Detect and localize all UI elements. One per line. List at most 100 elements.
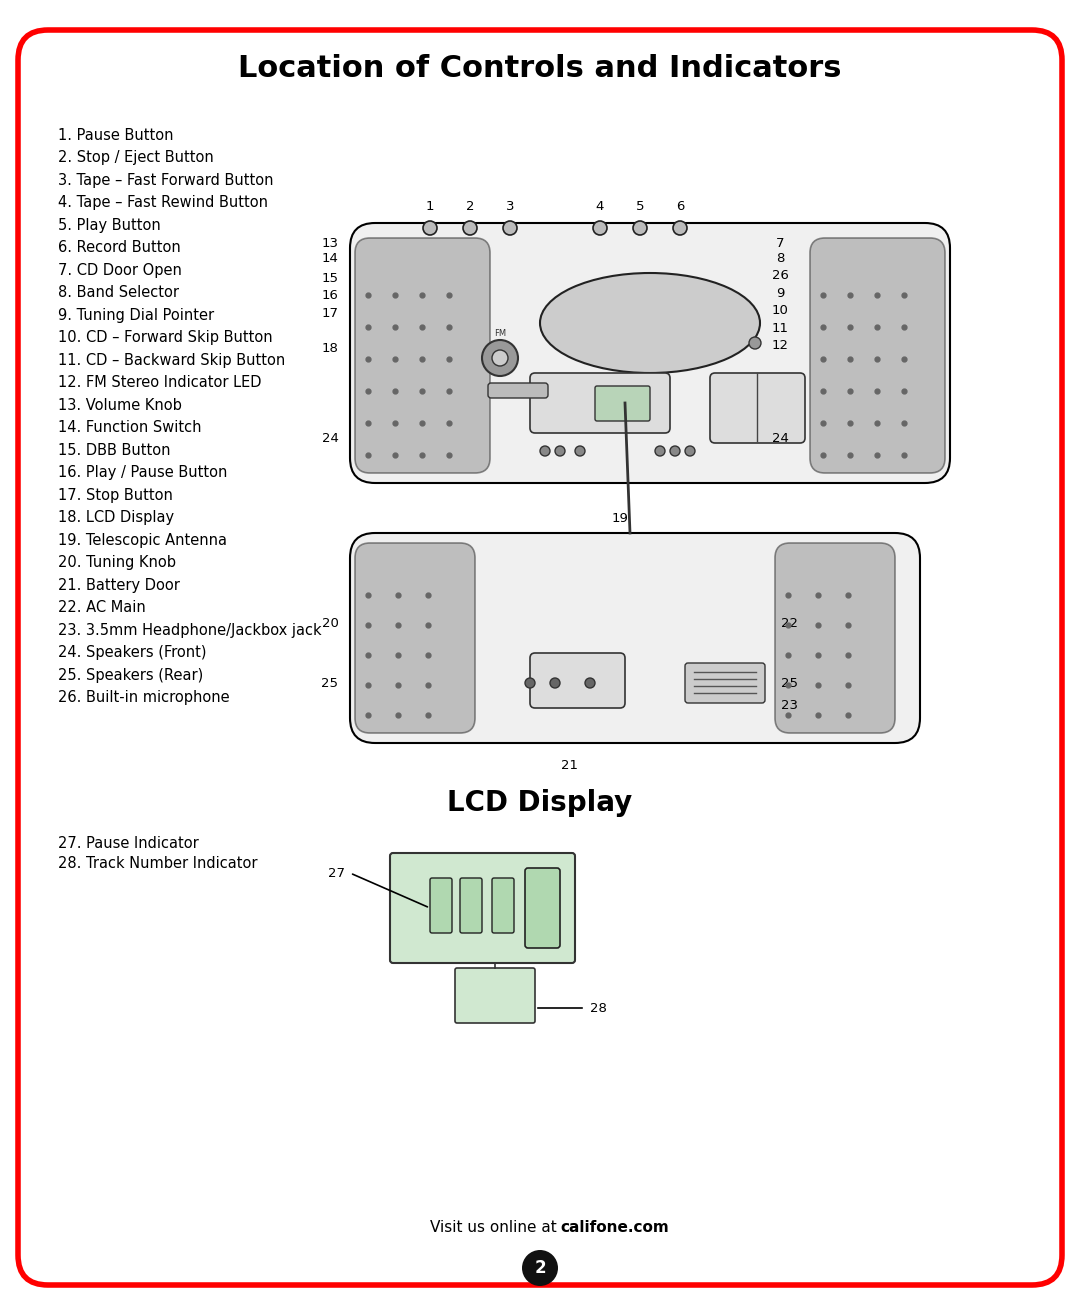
Circle shape [633,222,647,235]
Text: 19: 19 [611,512,629,525]
Text: 1. Pause Button: 1. Pause Button [58,128,174,142]
Text: 24: 24 [322,431,338,444]
Text: 26. Built-in microphone: 26. Built-in microphone [58,691,230,705]
Text: 9: 9 [775,287,784,300]
Text: 15: 15 [322,271,338,284]
Circle shape [540,446,550,456]
FancyBboxPatch shape [350,223,950,483]
Text: 4. Tape – Fast Rewind Button: 4. Tape – Fast Rewind Button [58,195,268,210]
Text: 8. Band Selector: 8. Band Selector [58,285,179,300]
FancyBboxPatch shape [525,868,561,949]
Text: LCD Display: LCD Display [447,790,633,817]
Text: 15. DBB Button: 15. DBB Button [58,443,171,457]
FancyBboxPatch shape [530,653,625,708]
FancyBboxPatch shape [488,383,548,397]
FancyBboxPatch shape [710,373,805,443]
Text: 6. Record Button: 6. Record Button [58,240,180,255]
FancyBboxPatch shape [595,386,650,421]
Text: 24. Speakers (Front): 24. Speakers (Front) [58,645,206,661]
Text: 25: 25 [782,676,798,689]
Text: 18: 18 [322,341,338,354]
Circle shape [525,678,535,688]
Text: 28: 28 [590,1002,607,1015]
Text: 26: 26 [771,268,788,281]
Text: 2: 2 [535,1259,545,1277]
Text: 13. Volume Knob: 13. Volume Knob [58,397,181,413]
Text: 21. Battery Door: 21. Battery Door [58,577,180,593]
Text: Visit us online at: Visit us online at [430,1221,562,1235]
Text: 10. CD – Forward Skip Button: 10. CD – Forward Skip Button [58,330,272,345]
Text: 7: 7 [775,237,784,249]
Circle shape [550,678,561,688]
Text: 23. 3.5mm Headphone/Jackbox jack: 23. 3.5mm Headphone/Jackbox jack [58,623,322,637]
Text: 14: 14 [322,251,338,265]
Circle shape [654,446,665,456]
Circle shape [750,337,761,349]
Text: 21: 21 [562,758,579,771]
Text: 12: 12 [771,339,788,352]
FancyBboxPatch shape [350,533,920,743]
Text: 4: 4 [596,199,604,212]
Text: 27: 27 [328,866,345,880]
Circle shape [585,678,595,688]
Circle shape [482,340,518,377]
Text: 25: 25 [322,676,338,689]
FancyBboxPatch shape [460,878,482,933]
Text: 23: 23 [782,698,798,711]
Text: 2: 2 [465,199,474,212]
Text: Location of Controls and Indicators: Location of Controls and Indicators [239,53,841,82]
FancyBboxPatch shape [775,543,895,734]
FancyBboxPatch shape [430,878,453,933]
Text: 9. Tuning Dial Pointer: 9. Tuning Dial Pointer [58,308,214,323]
Text: 27. Pause Indicator: 27. Pause Indicator [58,835,199,851]
FancyBboxPatch shape [530,373,670,433]
Text: 5: 5 [636,199,645,212]
Text: 17. Stop Button: 17. Stop Button [58,487,173,503]
FancyBboxPatch shape [390,853,575,963]
Circle shape [423,222,437,235]
Circle shape [685,446,696,456]
Circle shape [575,446,585,456]
Text: 24: 24 [771,431,788,444]
Text: 1: 1 [426,199,434,212]
Text: 19. Telescopic Antenna: 19. Telescopic Antenna [58,533,227,547]
Text: 22: 22 [782,616,798,629]
Text: 14. Function Switch: 14. Function Switch [58,420,202,435]
FancyBboxPatch shape [355,543,475,734]
Text: 3. Tape – Fast Forward Button: 3. Tape – Fast Forward Button [58,172,273,188]
Text: 17: 17 [322,306,338,319]
FancyBboxPatch shape [492,878,514,933]
Circle shape [463,222,477,235]
Text: 20. Tuning Knob: 20. Tuning Knob [58,555,176,569]
Circle shape [593,222,607,235]
Circle shape [522,1250,558,1286]
Text: 11: 11 [771,322,788,335]
Circle shape [555,446,565,456]
Text: 13: 13 [322,237,338,249]
Text: califone.com: califone.com [561,1221,669,1235]
FancyBboxPatch shape [455,968,535,1023]
Circle shape [503,222,517,235]
Text: 6: 6 [676,199,685,212]
Circle shape [492,351,508,366]
Circle shape [673,222,687,235]
Text: 20: 20 [322,616,338,629]
Text: 12. FM Stereo Indicator LED: 12. FM Stereo Indicator LED [58,375,261,390]
Text: 28. Track Number Indicator: 28. Track Number Indicator [58,856,257,870]
FancyBboxPatch shape [810,238,945,473]
Ellipse shape [540,274,760,373]
Text: 2. Stop / Eject Button: 2. Stop / Eject Button [58,150,214,165]
Text: 10: 10 [771,304,788,317]
FancyBboxPatch shape [685,663,765,704]
Text: 8: 8 [775,251,784,265]
Text: 3: 3 [505,199,514,212]
Text: 18. LCD Display: 18. LCD Display [58,509,174,525]
Text: 25. Speakers (Rear): 25. Speakers (Rear) [58,667,203,683]
Text: 7. CD Door Open: 7. CD Door Open [58,262,181,278]
FancyBboxPatch shape [355,238,490,473]
Circle shape [670,446,680,456]
Text: FM: FM [494,328,507,337]
Text: 22. AC Main: 22. AC Main [58,599,146,615]
Text: 16: 16 [322,288,338,301]
Text: 16. Play / Pause Button: 16. Play / Pause Button [58,465,228,480]
